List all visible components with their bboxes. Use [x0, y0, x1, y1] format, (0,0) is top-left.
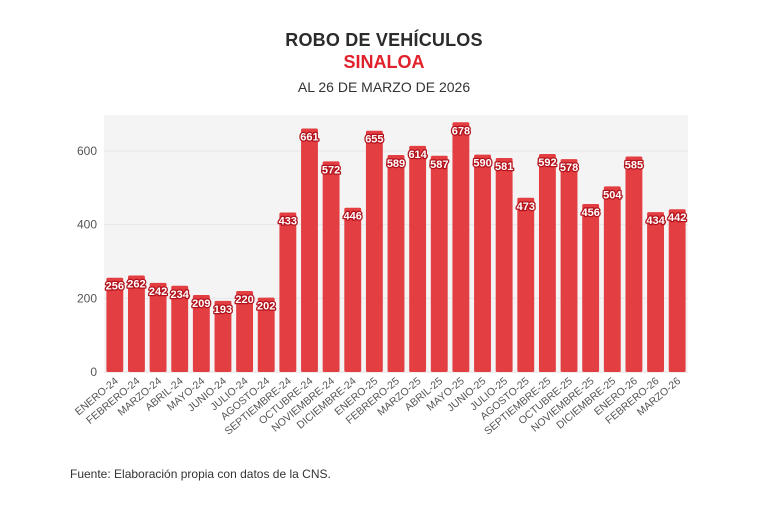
- bar-value-label: 590: [473, 158, 491, 170]
- bar: [171, 285, 189, 372]
- bar-value-label: 256: [106, 281, 124, 293]
- bar: [214, 300, 232, 372]
- bar-value-label: 442: [668, 212, 686, 224]
- bar: [387, 155, 405, 372]
- bar: [430, 155, 448, 372]
- bar-value-label: 581: [495, 161, 513, 173]
- bar-value-label: 587: [430, 159, 448, 171]
- bar: [257, 297, 275, 372]
- bar-value-label: 262: [127, 278, 145, 290]
- bar: [582, 204, 600, 372]
- bar-value-label: 202: [257, 301, 275, 313]
- bar: [106, 277, 124, 372]
- bar: [625, 156, 643, 372]
- bar-value-label: 234: [171, 289, 190, 301]
- chart-date: AL 26 DE MARZO DE 2026: [297, 79, 471, 95]
- bar: [409, 145, 427, 372]
- bar-value-label: 678: [452, 125, 470, 137]
- y-tick-label: 600: [77, 144, 97, 158]
- y-tick-label: 400: [77, 218, 97, 232]
- bar: [603, 186, 621, 372]
- chart-subtitle: SINALOA: [343, 52, 425, 72]
- chart-title: ROBO DE VEHÍCULOS: [285, 30, 483, 50]
- y-tick-label: 200: [77, 291, 97, 305]
- bar: [517, 197, 535, 372]
- bar: [538, 153, 556, 372]
- bar-value-label: 589: [387, 158, 405, 170]
- bar-value-label: 655: [365, 134, 383, 146]
- bar: [495, 157, 513, 372]
- y-tick-label: 0: [90, 365, 97, 379]
- bar-value-label: 433: [279, 216, 297, 228]
- bar: [236, 290, 254, 372]
- bar: [279, 212, 297, 372]
- bar-value-label: 504: [603, 189, 622, 201]
- bar: [128, 275, 145, 372]
- bar: [560, 159, 578, 372]
- bar: [647, 212, 664, 372]
- bar: [322, 161, 340, 372]
- bar-value-label: 209: [192, 298, 210, 310]
- bar: [344, 207, 362, 372]
- y-axis: 0 200 400 600: [77, 144, 97, 379]
- bar-value-label: 661: [300, 132, 318, 144]
- bar: [149, 282, 167, 372]
- bar-value-label: 572: [322, 164, 340, 176]
- bar-value-label: 242: [149, 286, 167, 298]
- bar: [301, 128, 318, 372]
- bar: [365, 130, 383, 372]
- bar-value-label: 220: [235, 294, 253, 306]
- bar-value-label: 473: [517, 201, 535, 213]
- bar-value-label: 434: [646, 215, 665, 227]
- bar: [452, 122, 470, 373]
- bar-value-label: 585: [625, 160, 643, 172]
- bar-value-label: 193: [214, 304, 232, 316]
- bars: [106, 122, 686, 373]
- bar: [192, 295, 210, 372]
- bar-value-label: 578: [560, 162, 578, 174]
- bar-value-label: 456: [581, 207, 599, 219]
- bar-value-label: 614: [408, 149, 427, 161]
- bar: [668, 209, 686, 372]
- bar: [474, 154, 491, 372]
- bar-value-label: 592: [538, 157, 556, 169]
- bar-value-label: 446: [344, 211, 362, 223]
- source-note: Fuente: Elaboración propia con datos de …: [70, 467, 331, 481]
- x-axis: ENERO-24FEBRERO-24MARZO-24ABRIL-24MAYO-2…: [73, 375, 683, 438]
